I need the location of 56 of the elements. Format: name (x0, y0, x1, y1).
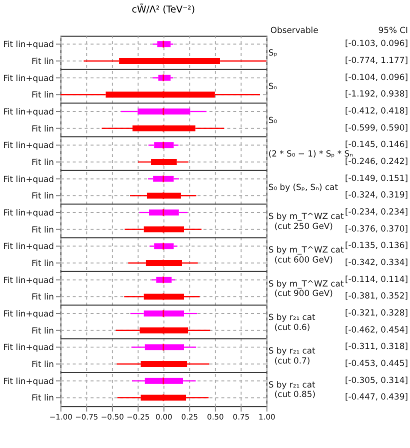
y-tick-label: Fit lin (31, 292, 54, 302)
y-tick-label: Fit lin+quad (3, 106, 54, 116)
y-tick-label: Fit lin+quad (3, 241, 54, 252)
y-tick-label: Fit lin+quad (3, 140, 54, 150)
text: S by r₂₁ cat (cut 0.85) (268, 379, 316, 400)
text: [-0.376, 0.370] (344, 223, 408, 234)
text: S by m_T^WZ cat (cut 900 GeV) (268, 278, 344, 298)
y-tick-label: Fit lin (31, 392, 54, 403)
text: S₀ by (Sₚ, Sₙ) cat (268, 182, 339, 192)
text: [-0.114, 0.114] (344, 274, 408, 284)
text: [-0.149, 0.151] (344, 172, 408, 183)
text: Sₚ (268, 48, 278, 58)
text: Sₙ (268, 81, 278, 92)
text: [-0.234, 0.234] (344, 206, 408, 216)
text: [-0.321, 0.328] (344, 307, 408, 318)
text: [-0.305, 0.314] (344, 374, 408, 385)
text: S by m_T^WZ cat (cut 250 GeV) (268, 210, 344, 231)
text: [-0.381, 0.352] (344, 290, 408, 301)
y-tick-label: Fit lin+quad (3, 376, 54, 386)
y-tick-label: Fit lin (31, 90, 54, 100)
text: [-0.145, 0.146] (344, 139, 408, 150)
y-tick-label: Fit lin+quad (3, 342, 54, 352)
y-tick-label: Fit lin (31, 358, 54, 369)
text: [-0.104, 0.096] (344, 72, 408, 82)
text: 95% CI (378, 24, 408, 35)
text: Observable (270, 24, 318, 35)
y-tick-label: Fit lin (31, 190, 54, 201)
y-tick-label: Fit lin+quad (3, 174, 54, 184)
y-tick-label: Fit lin+quad (3, 274, 54, 285)
text: [-0.311, 0.318] (344, 341, 408, 352)
y-tick-label: Fit lin+quad (3, 72, 54, 83)
text: [-0.412, 0.418] (344, 105, 408, 116)
y-tick-label: Fit lin (31, 156, 54, 167)
text: [-0.324, 0.319] (344, 190, 408, 200)
text: [-0.462, 0.454] (344, 324, 408, 334)
y-tick-label: Fit lin (31, 325, 54, 336)
text: [-1.192, 0.938] (344, 88, 408, 99)
text: [-0.599, 0.590] (344, 122, 408, 132)
text: [-0.135, 0.136] (344, 240, 408, 250)
text: [-0.453, 0.445] (344, 358, 408, 368)
y-tick-label: Fit lin (31, 224, 54, 234)
text: S by m_T^WZ cat (cut 600 GeV) (268, 244, 344, 265)
y-tick-label: Fit lin (31, 56, 54, 66)
y-tick-label: Fit lin (31, 258, 54, 268)
text: [-0.774, 1.177] (344, 54, 408, 65)
y-tick-label: Fit lin (31, 123, 54, 134)
text: [-0.342, 0.334] (344, 256, 408, 267)
y-tick-label: Fit lin+quad (3, 207, 54, 218)
y-tick-label: Fit lin+quad (3, 308, 54, 318)
text: [-0.103, 0.096] (344, 38, 408, 48)
text: S₀ (268, 114, 278, 125)
chart-title: cW̃/Λ² (TeV⁻²) (132, 4, 195, 16)
text: [-0.447, 0.439] (344, 392, 408, 402)
text: S by r₂₁ cat (cut 0.7) (268, 346, 316, 366)
y-tick-label: Fit lin+quad (3, 39, 54, 50)
text: S by r₂₁ cat (cut 0.6) (268, 312, 316, 332)
